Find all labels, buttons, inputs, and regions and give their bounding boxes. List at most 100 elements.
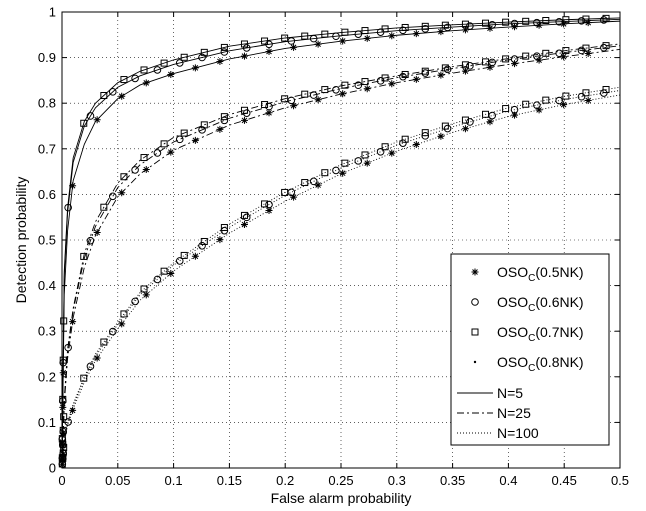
data-point-asterisk [265,48,273,56]
data-point-asterisk [59,450,67,458]
data-point-asterisk [412,141,420,149]
data-point-asterisk [314,181,322,189]
data-point-circle [242,109,251,117]
legend-entry-osoc-0-7nk: OSOC(0.7NK) [471,324,584,344]
data-point-circle [332,166,340,175]
data-point-circle [399,26,407,35]
data-point-square [120,76,128,84]
series-n25-asterisk [58,48,621,469]
data-point-square [361,78,369,86]
data-point-square [220,43,228,51]
data-point-circle [399,139,407,147]
data-point-asterisk [240,116,248,124]
y-tick-label: 0.1 [38,415,56,430]
data-point-asterisk [191,136,199,144]
data-series [58,14,621,469]
y-tick-label: 0.8 [38,96,56,111]
data-point-asterisk [461,67,469,75]
data-point-square [401,70,409,78]
data-point-circle [466,62,474,70]
series-line [61,17,621,469]
data-point-circle [153,149,162,157]
x-tick-label: 0.1 [165,473,183,488]
data-point-asterisk [118,189,126,197]
data-point-circle [443,124,452,133]
data-point-circle [242,44,251,52]
data-point-asterisk [560,20,568,28]
data-point-asterisk [412,75,420,83]
data-point-asterisk [167,148,175,156]
data-point-circle [86,362,95,371]
legend-label-n100: N=100 [497,425,539,441]
data-point-square [562,47,570,55]
data-point-asterisk [167,269,175,277]
data-point-square [441,21,449,29]
data-point-circle [376,28,385,36]
data-point-asterisk [535,106,543,114]
data-point-asterisk [59,429,67,437]
data-point-asterisk [412,30,420,38]
data-point-circle [577,92,586,101]
data-point-circle [220,226,229,235]
data-point-square [160,59,168,67]
legend-label-osoc-0-5nk: OSOC(0.5NK) [497,264,584,284]
data-point-square [180,129,188,137]
data-point-circle [108,192,117,201]
data-point-circle [153,275,162,284]
data-point-asterisk [216,57,224,65]
y-tick-label: 0.4 [38,278,56,293]
data-point-circle [376,147,385,156]
data-point-square [140,154,148,162]
y-axis-label: Detection probability [13,177,29,304]
data-point-asterisk [314,96,322,104]
data-point-circle [265,40,273,49]
data-point-asterisk [388,149,396,157]
data-point-asterisk [59,369,67,377]
data-point-circle [220,48,229,56]
data-point-circle [600,43,608,52]
data-point-square [562,92,570,100]
data-point-asterisk [191,64,199,72]
series-n100-asterisk [58,94,621,469]
x-tick-label: 0 [58,473,65,488]
x-tick-label: 0.05 [105,473,130,488]
data-point-asterisk [240,221,248,229]
data-point-asterisk [290,193,298,201]
data-point-asterisk [363,159,371,167]
x-axis-label: False alarm probability [271,490,412,506]
y-tick-label: 1 [49,5,56,20]
series-line [61,20,621,469]
data-point-square [80,374,88,382]
data-point-asterisk [216,125,224,133]
data-point-square [261,101,269,109]
data-point-circle [555,96,563,105]
data-point-circle [175,135,184,144]
data-point-square [502,55,510,63]
legend-entry-n5: N=5 [457,385,523,401]
data-point-square [542,96,550,104]
series-n5-asterisk [58,19,621,469]
data-point-asterisk [59,455,67,463]
y-tick-label: 0.6 [38,187,56,202]
data-point-circle [175,257,184,265]
data-point-square [240,211,248,219]
data-point-circle [354,81,363,90]
x-tick-label: 0.5 [611,473,629,488]
legend-label-n25: N=25 [497,405,531,421]
data-point-asterisk [118,92,126,100]
data-point-asterisk [584,19,592,27]
y-tick-label: 0.5 [38,233,56,248]
data-point-asterisk [314,40,322,48]
data-point-asterisk [388,32,396,40]
data-point-square [471,328,479,336]
data-point-square [80,119,88,127]
data-point-square [301,179,309,187]
y-tick-label: 0 [49,461,56,476]
legend-marker-asterisk [471,268,479,276]
data-point-square [542,49,550,57]
data-point-square [562,16,570,24]
data-point-circle [131,166,139,174]
legend-entry-n25: N=25 [457,405,531,421]
data-point-circle [242,213,251,222]
